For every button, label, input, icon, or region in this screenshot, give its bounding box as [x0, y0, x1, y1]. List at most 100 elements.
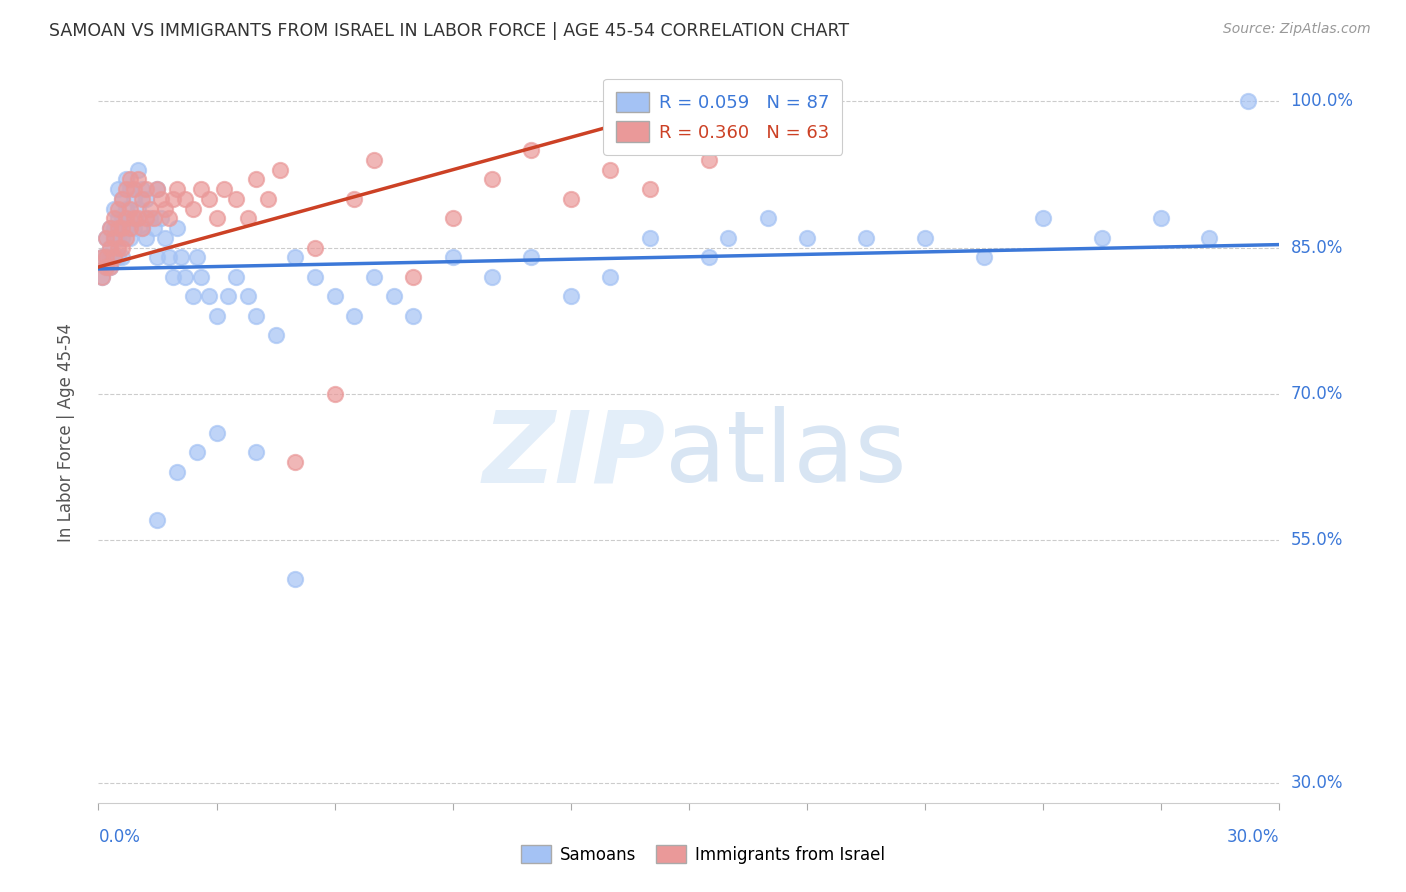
Text: 30.0%: 30.0%: [1227, 828, 1279, 846]
Y-axis label: In Labor Force | Age 45-54: In Labor Force | Age 45-54: [56, 323, 75, 542]
Point: [170, 250, 193, 264]
Point: [138, 202, 160, 216]
Point: [91, 250, 114, 264]
Point: [135, 182, 157, 196]
Point: [197, 192, 219, 206]
Point: [98, 240, 121, 255]
Point: [855, 231, 877, 245]
Point: [1150, 211, 1173, 226]
Point: [304, 240, 326, 255]
Point: [98, 250, 121, 264]
Point: [122, 221, 145, 235]
Point: [155, 202, 177, 216]
Point: [111, 221, 134, 235]
Point: [560, 289, 582, 303]
Point: [118, 182, 141, 196]
Point: [264, 328, 287, 343]
Point: [441, 250, 464, 264]
Point: [796, 231, 818, 245]
Point: [914, 231, 936, 245]
Point: [91, 250, 114, 264]
Point: [190, 182, 212, 196]
Point: [91, 269, 114, 284]
Point: [481, 269, 503, 284]
Point: [111, 192, 134, 206]
Point: [107, 182, 129, 196]
Point: [135, 192, 157, 206]
Point: [96, 231, 118, 245]
Point: [103, 231, 125, 245]
Point: [118, 231, 141, 245]
Point: [382, 289, 405, 303]
Point: [111, 240, 134, 255]
Point: [146, 182, 169, 196]
Point: [122, 192, 145, 206]
Point: [174, 269, 197, 284]
Point: [181, 289, 204, 303]
Point: [135, 231, 157, 245]
Text: 30.0%: 30.0%: [1291, 774, 1343, 792]
Point: [225, 192, 247, 206]
Point: [118, 221, 141, 235]
Point: [166, 221, 188, 235]
Text: 55.0%: 55.0%: [1291, 531, 1343, 549]
Point: [269, 162, 291, 177]
Point: [245, 172, 267, 186]
Point: [181, 202, 204, 216]
Point: [107, 202, 129, 216]
Point: [284, 572, 307, 586]
Point: [441, 211, 464, 226]
Point: [756, 211, 779, 226]
Point: [481, 172, 503, 186]
Point: [217, 289, 239, 303]
Point: [166, 465, 188, 479]
Point: [111, 250, 134, 264]
Point: [225, 269, 247, 284]
Point: [111, 211, 134, 226]
Point: [717, 231, 740, 245]
Point: [98, 240, 121, 255]
Point: [1032, 211, 1054, 226]
Point: [103, 221, 125, 235]
Point: [115, 221, 138, 235]
Point: [150, 192, 173, 206]
Point: [343, 192, 366, 206]
Point: [127, 211, 149, 226]
Point: [146, 182, 169, 196]
Point: [103, 202, 125, 216]
Point: [363, 153, 385, 167]
Point: [98, 260, 121, 274]
Point: [96, 260, 118, 274]
Point: [186, 250, 208, 264]
Point: [115, 172, 138, 186]
Point: [162, 192, 184, 206]
Point: [131, 182, 153, 196]
Point: [363, 269, 385, 284]
Point: [122, 182, 145, 196]
Point: [599, 269, 621, 284]
Point: [520, 250, 543, 264]
Point: [174, 192, 197, 206]
Point: [697, 250, 720, 264]
Point: [127, 202, 149, 216]
Point: [111, 192, 134, 206]
Point: [142, 211, 165, 226]
Point: [107, 231, 129, 245]
Text: 0.0%: 0.0%: [98, 828, 141, 846]
Text: ZIP: ZIP: [482, 407, 665, 503]
Point: [323, 386, 346, 401]
Point: [402, 309, 425, 323]
Point: [284, 455, 307, 469]
Point: [560, 192, 582, 206]
Point: [284, 250, 307, 264]
Legend: R = 0.059   N = 87, R = 0.360   N = 63: R = 0.059 N = 87, R = 0.360 N = 63: [603, 78, 842, 155]
Point: [236, 211, 259, 226]
Point: [599, 162, 621, 177]
Point: [256, 192, 278, 206]
Point: [190, 269, 212, 284]
Point: [135, 211, 157, 226]
Point: [103, 211, 125, 226]
Point: [205, 425, 228, 440]
Point: [103, 250, 125, 264]
Point: [186, 445, 208, 459]
